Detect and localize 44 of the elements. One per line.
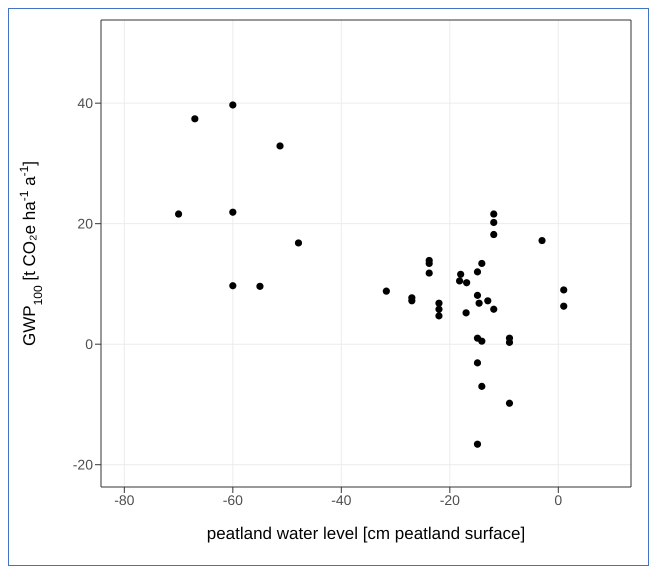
point bbox=[435, 306, 443, 313]
point bbox=[474, 292, 482, 299]
point bbox=[474, 359, 482, 366]
point bbox=[276, 142, 284, 150]
point bbox=[256, 282, 264, 290]
point bbox=[560, 286, 568, 294]
point bbox=[463, 279, 470, 286]
y-tick-label: 0 bbox=[85, 336, 94, 352]
point bbox=[294, 239, 302, 247]
point bbox=[490, 210, 498, 218]
y-tick-label: -20 bbox=[72, 456, 94, 473]
point bbox=[478, 260, 486, 268]
point bbox=[456, 277, 464, 285]
point bbox=[474, 440, 482, 448]
point bbox=[382, 288, 390, 295]
x-axis-title: peatland water level [cm peatland surface] bbox=[206, 524, 526, 543]
point bbox=[474, 268, 482, 276]
x-tick-label: 0 bbox=[554, 492, 562, 508]
point bbox=[490, 218, 498, 226]
point bbox=[457, 270, 464, 278]
point bbox=[229, 101, 236, 109]
x-tick-label: -40 bbox=[331, 492, 352, 508]
point bbox=[229, 282, 236, 290]
point bbox=[560, 302, 568, 310]
point bbox=[538, 236, 546, 244]
point bbox=[435, 312, 443, 320]
x-tick-label: -60 bbox=[222, 492, 244, 508]
point bbox=[506, 400, 514, 407]
point bbox=[191, 115, 198, 122]
y-tick-label: 20 bbox=[77, 216, 94, 232]
point bbox=[484, 297, 492, 304]
x-tick-label: -80 bbox=[114, 492, 135, 508]
point bbox=[426, 269, 433, 277]
point bbox=[490, 230, 498, 238]
point bbox=[478, 338, 486, 345]
x-tick-label: -20 bbox=[440, 492, 460, 508]
point bbox=[229, 208, 236, 216]
point bbox=[174, 210, 182, 218]
y-tick-label: 40 bbox=[77, 95, 94, 112]
point bbox=[478, 382, 486, 390]
point bbox=[462, 309, 470, 316]
point bbox=[435, 300, 443, 307]
point bbox=[476, 300, 483, 307]
point bbox=[490, 306, 498, 313]
